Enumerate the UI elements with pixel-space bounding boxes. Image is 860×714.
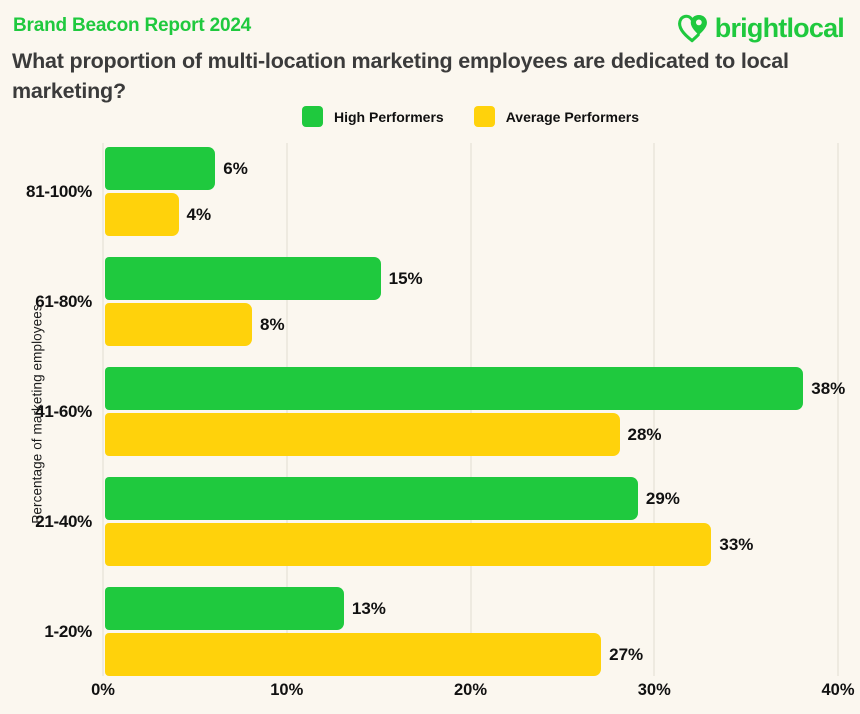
brightlocal-logo: brightlocal [675,10,845,46]
bar-row: 6% [103,147,838,190]
legend-label: Average Performers [505,108,640,125]
bar-value-label: 33% [719,534,754,554]
bar-value-label: 27% [609,644,644,664]
legend-label: High Performers [333,108,444,125]
legend-item-high-performers: High Performers [301,106,444,127]
bar-row: 8% [103,303,838,346]
bar-value-label: 28% [627,424,662,444]
category-label: 21-40% [35,511,92,531]
plot-area: 81-100% 6% 4% 61-80% 15% 8% 41-60% 38% 28% 21-40%… [26,143,845,676]
bar-high-performers [105,147,216,190]
logo-wordmark: brightlocal [714,12,845,43]
bar-row: 4% [103,193,838,236]
bar-value-label: 38% [811,378,846,398]
bar-average-performers [105,413,620,456]
x-axis-ticks: 0% 10% 20% 30% 40% [91,681,854,705]
bar-group-21-40%: 21-40% 29% 33% [35,477,838,566]
bar-high-performers [105,587,344,630]
category-label: 61-80% [35,291,92,311]
chart-legend: High Performers Average Performers [103,106,838,127]
bar-high-performers [105,257,381,300]
legend-swatch [473,106,495,127]
bar-value-label: 15% [388,268,423,288]
bar-row: 15% [103,257,838,300]
x-tick-label: 40% [821,681,855,699]
bar-row: 33% [103,523,838,566]
bar-high-performers [105,477,638,520]
bar-high-performers [105,367,804,410]
gridline-40% [837,143,839,676]
legend-swatch [301,106,323,127]
bar-value-label: 4% [186,204,212,224]
bar-group-61-80%: 61-80% 15% 8% [35,257,838,346]
report-label: Brand Beacon Report 2024 [13,15,252,36]
heart-pin-icon [675,10,711,46]
x-tick-label: 30% [637,681,671,699]
bar-row: 27% [103,633,838,676]
category-label: 41-60% [35,401,92,421]
x-tick-label: 20% [453,681,488,699]
bar-row: 13% [103,587,838,630]
bar-average-performers [105,303,252,346]
bar-value-label: 13% [351,598,386,618]
bar-group-81-100%: 81-100% 6% 4% [26,147,838,236]
x-tick-label: 10% [270,681,304,699]
legend-item-average-performers: Average Performers [473,106,640,127]
bar-value-label: 29% [645,488,680,508]
gridline-0% [102,143,104,676]
bar-average-performers [105,523,712,566]
bar-average-performers [105,633,602,676]
page-title: What proportion of multi-location market… [12,49,789,103]
bar-group-41-60%: 41-60% 38% 28% [35,367,845,456]
x-tick-label: 0% [91,681,115,699]
bar-row: 29% [103,477,838,520]
category-label: 81-100% [26,181,92,201]
bar-value-label: 8% [260,314,285,334]
bar-row: 38% [103,367,845,410]
bar-groups: 81-100% 6% 4% 61-80% 15% 8% 41-60% 38% 28% 21-40%… [26,143,845,676]
bar-value-label: 6% [223,158,248,178]
bar-average-performers [105,193,179,236]
category-label: 1-20% [44,621,92,641]
bar-group-1-20%: 1-20% 13% 27% [44,587,838,676]
bar-row: 28% [103,413,838,456]
